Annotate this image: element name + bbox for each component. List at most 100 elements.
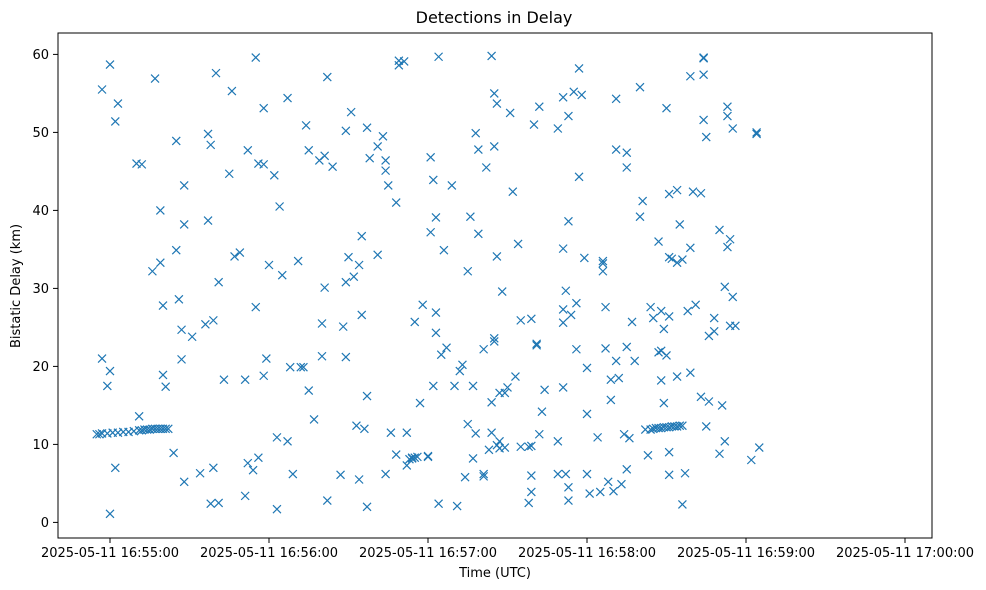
data-point — [709, 326, 719, 336]
data-point — [272, 504, 282, 514]
data-point — [701, 132, 711, 142]
data-point — [102, 381, 112, 391]
data-point — [611, 94, 621, 104]
data-point — [399, 56, 409, 66]
data-point — [648, 313, 658, 323]
data-point — [105, 509, 115, 519]
data-point — [489, 88, 499, 98]
data-point — [553, 124, 563, 133]
data-point — [720, 436, 730, 446]
data-point — [723, 111, 732, 121]
data-point — [415, 398, 425, 408]
data-point — [378, 131, 388, 141]
data-point — [110, 117, 120, 126]
data-point — [752, 127, 762, 137]
data-point — [465, 212, 475, 222]
data-point — [646, 302, 656, 312]
data-point — [147, 266, 157, 276]
data-point — [728, 124, 738, 133]
data-point — [463, 266, 473, 276]
data-point — [672, 185, 682, 195]
data-point — [595, 487, 605, 497]
data-point — [471, 429, 481, 438]
data-point — [571, 344, 581, 354]
data-point — [362, 123, 372, 133]
data-point — [638, 196, 648, 206]
y-axis-ticks: 0 10 20 30 40 50 60 — [32, 48, 58, 531]
data-point — [516, 315, 526, 325]
x-tick-label: 2025-05-11 16:56:00 — [200, 546, 338, 561]
data-point — [171, 245, 181, 255]
data-point — [137, 159, 147, 169]
data-point — [468, 381, 478, 391]
data-point — [479, 469, 489, 479]
data-point — [725, 234, 735, 244]
data-point — [484, 445, 494, 455]
data-point — [418, 300, 428, 310]
data-point — [489, 337, 499, 346]
data-point — [447, 181, 457, 190]
data-point — [259, 159, 269, 169]
data-point — [94, 429, 104, 439]
data-point — [699, 115, 709, 125]
data-point — [664, 447, 674, 457]
data-point — [730, 321, 740, 331]
data-point — [553, 436, 563, 446]
data-point — [203, 129, 213, 139]
data-point — [253, 453, 263, 463]
data-point — [746, 455, 756, 465]
data-point — [208, 463, 218, 473]
data-point — [161, 382, 171, 392]
data-point — [489, 142, 499, 151]
data-point — [341, 352, 351, 362]
data-point — [452, 501, 462, 511]
data-point — [341, 277, 351, 287]
data-point — [601, 302, 610, 312]
data-point — [174, 294, 184, 304]
data-point — [503, 383, 512, 392]
data-point — [699, 53, 709, 63]
data-point — [105, 60, 115, 69]
data-point — [381, 156, 391, 165]
data-point — [163, 424, 173, 434]
data-point — [497, 287, 507, 296]
data-point — [601, 344, 610, 353]
data-point — [293, 256, 303, 266]
data-point — [622, 464, 632, 474]
data-point — [317, 351, 327, 361]
data-point — [158, 301, 168, 310]
data-point — [177, 354, 186, 364]
data-point — [219, 375, 229, 385]
data-point — [410, 317, 420, 327]
data-point — [553, 469, 563, 479]
data-point — [696, 392, 706, 402]
data-point — [532, 339, 542, 349]
data-point — [701, 422, 711, 431]
data-point — [227, 86, 237, 96]
data-point — [285, 362, 295, 372]
data-point — [179, 181, 189, 190]
plot-frame — [57, 32, 933, 539]
data-point — [365, 153, 375, 163]
data-point — [110, 463, 120, 473]
data-point — [704, 397, 714, 406]
data-point — [248, 465, 258, 475]
data-point — [540, 385, 550, 395]
chart-title: Detections in Delay — [416, 8, 573, 27]
data-point — [381, 166, 391, 176]
y-tick-label: 40 — [32, 204, 49, 219]
data-point — [606, 375, 616, 385]
y-tick-label: 20 — [32, 360, 49, 375]
x-axis-ticks: 2025-05-11 16:55:00 2025-05-11 16:56:00 20… — [41, 538, 974, 561]
data-point — [571, 298, 581, 308]
data-point — [526, 487, 536, 497]
data-point — [495, 436, 504, 446]
data-point — [317, 319, 327, 328]
data-point — [171, 136, 181, 146]
data-point — [585, 489, 595, 498]
y-tick-label: 0 — [41, 516, 49, 531]
data-point — [381, 469, 391, 479]
data-point — [579, 253, 589, 263]
data-point — [354, 260, 364, 270]
data-point — [299, 362, 308, 372]
